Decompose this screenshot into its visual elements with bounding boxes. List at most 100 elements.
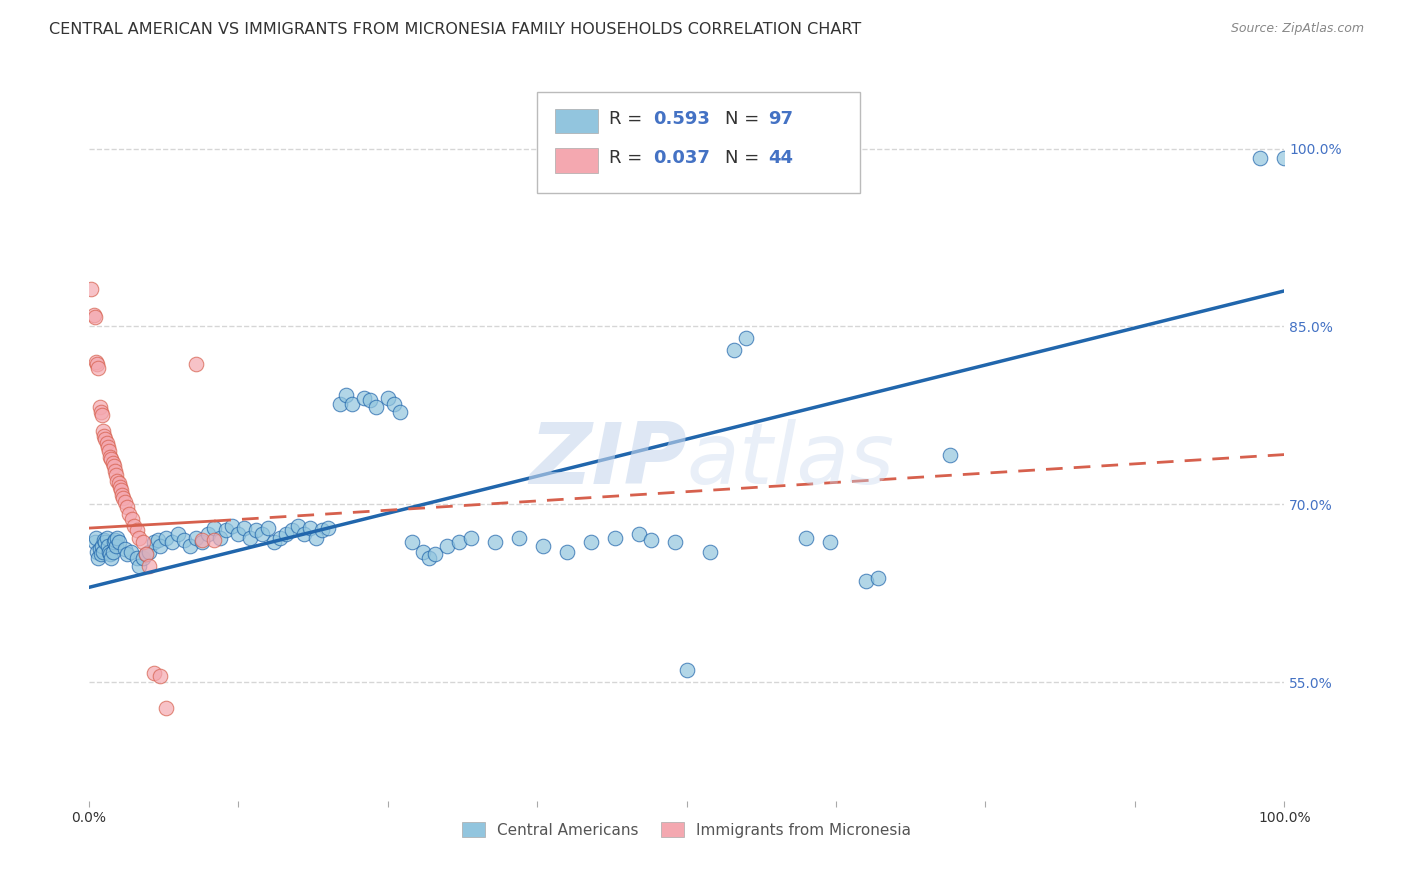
Point	[167, 527, 190, 541]
Point	[675, 664, 697, 678]
Point	[80, 281, 103, 295]
Point	[86, 358, 108, 372]
Point	[287, 518, 309, 533]
Point	[90, 409, 112, 423]
Point	[114, 495, 136, 509]
Text: CENTRAL AMERICAN VS IMMIGRANTS FROM MICRONESIA FAMILY HOUSEHOLDS CORRELATION CHA: CENTRAL AMERICAN VS IMMIGRANTS FROM MICR…	[49, 22, 862, 37]
Point	[128, 531, 150, 545]
Point	[239, 531, 262, 545]
Point	[108, 480, 131, 494]
FancyBboxPatch shape	[555, 109, 598, 133]
Point	[107, 476, 129, 491]
Point	[131, 550, 153, 565]
Text: Source: ZipAtlas.com: Source: ZipAtlas.com	[1230, 22, 1364, 36]
Point	[155, 701, 177, 715]
Point	[91, 424, 114, 438]
Point	[179, 539, 201, 553]
Point	[603, 531, 626, 545]
Point	[84, 531, 107, 545]
Point	[135, 547, 157, 561]
Point	[87, 550, 110, 565]
Point	[818, 535, 841, 549]
FancyBboxPatch shape	[555, 148, 598, 173]
Point	[83, 535, 105, 549]
Point	[135, 547, 157, 561]
Point	[508, 531, 530, 545]
Point	[305, 531, 328, 545]
Point	[93, 533, 115, 547]
Point	[97, 539, 120, 553]
Text: 0.037: 0.037	[652, 150, 710, 168]
Point	[274, 527, 297, 541]
Point	[173, 533, 195, 547]
Point	[105, 539, 128, 553]
Point	[425, 547, 447, 561]
Text: R =: R =	[609, 110, 648, 128]
Point	[401, 535, 423, 549]
Point	[436, 539, 458, 553]
Point	[209, 531, 232, 545]
Point	[292, 527, 315, 541]
Text: N =: N =	[724, 150, 765, 168]
Point	[115, 547, 138, 561]
Point	[382, 396, 405, 410]
Point	[316, 521, 339, 535]
Text: R =: R =	[609, 150, 648, 168]
Point	[162, 535, 184, 549]
Text: atlas: atlas	[686, 419, 894, 502]
Point	[103, 459, 125, 474]
Point	[90, 547, 112, 561]
Point	[226, 527, 249, 541]
Point	[115, 500, 138, 514]
Text: N =: N =	[724, 110, 765, 128]
Point	[388, 405, 411, 419]
Point	[364, 400, 387, 414]
Point	[233, 521, 256, 535]
Point	[155, 531, 177, 545]
Point	[269, 531, 291, 545]
Point	[89, 542, 111, 557]
Point	[90, 405, 112, 419]
Point	[664, 535, 686, 549]
Point	[125, 550, 148, 565]
Point	[110, 483, 132, 498]
Text: 97: 97	[768, 110, 793, 128]
Point	[91, 545, 114, 559]
Point	[143, 665, 166, 680]
Point	[221, 518, 243, 533]
Point	[281, 524, 304, 538]
Point	[202, 521, 225, 535]
Point	[191, 533, 214, 547]
Point	[104, 533, 127, 547]
Point	[107, 535, 129, 549]
Point	[938, 448, 960, 462]
Point	[128, 559, 150, 574]
Point	[186, 531, 208, 545]
Point	[114, 542, 136, 557]
Point	[627, 527, 650, 541]
Point	[298, 521, 321, 535]
Point	[794, 531, 817, 545]
FancyBboxPatch shape	[537, 92, 860, 194]
Point	[143, 535, 166, 549]
Point	[149, 539, 172, 553]
Point	[353, 391, 375, 405]
Point	[120, 545, 142, 559]
Point	[107, 531, 129, 545]
Point	[263, 535, 285, 549]
Point	[257, 521, 280, 535]
Point	[101, 545, 124, 559]
Point	[101, 456, 124, 470]
Text: 44: 44	[768, 150, 793, 168]
Point	[83, 308, 105, 322]
Point	[98, 547, 121, 561]
Point	[329, 396, 352, 410]
Point	[103, 535, 125, 549]
Point	[484, 535, 506, 549]
Point	[531, 539, 554, 553]
Point	[100, 550, 122, 565]
Point	[90, 539, 112, 553]
Text: 0.593: 0.593	[652, 110, 710, 128]
Point	[186, 358, 208, 372]
Point	[125, 524, 148, 538]
